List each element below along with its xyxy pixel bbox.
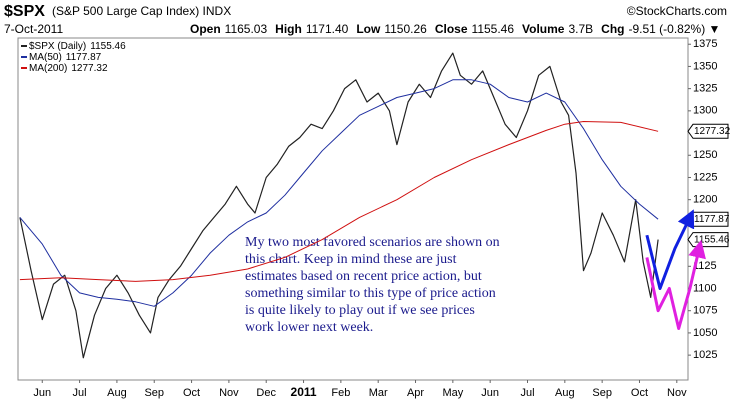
y-tick-label: 1125 bbox=[693, 260, 717, 272]
quote-value: 1155.46 bbox=[472, 22, 515, 36]
quote-value: 1171.40 bbox=[306, 22, 349, 36]
legend-entry: MA(200) 1277.32 bbox=[29, 63, 108, 74]
x-tick-label: Oct bbox=[183, 387, 200, 399]
y-tick-label: 1300 bbox=[693, 105, 717, 117]
value-tag-box bbox=[687, 123, 729, 139]
x-tick-label: Nov bbox=[219, 387, 239, 399]
x-tick-label: Jun bbox=[481, 387, 499, 399]
legend-value: 1277.32 bbox=[71, 63, 108, 74]
annotation-line: is quite likely to play out if we see pr… bbox=[245, 303, 475, 318]
quote-value: -9.51 (-0.82%) ▼ bbox=[629, 22, 721, 36]
legend-value: 1177.87 bbox=[66, 52, 102, 63]
annotation-line: estimates based on recent price action, … bbox=[245, 269, 482, 284]
scenario-line bbox=[645, 209, 695, 290]
x-tick-label: Jun bbox=[33, 387, 51, 399]
legend-entry: $SPX (Daily) 1155.46 bbox=[29, 41, 126, 52]
y-tick-label: 1250 bbox=[693, 149, 717, 161]
series-line bbox=[19, 52, 659, 359]
chart-subtitle: (S&P 500 Large Cap Index) INDX bbox=[52, 4, 231, 18]
quote-value: 1165.03 bbox=[225, 22, 268, 36]
y-tick-label: 1350 bbox=[693, 60, 717, 72]
y-tick-label: 1075 bbox=[693, 305, 717, 317]
quote-label: Close bbox=[435, 22, 468, 36]
annotation-line: something similar to this type of price … bbox=[245, 286, 496, 301]
value-tag: 1155.46 bbox=[687, 232, 730, 248]
quote-label: Open bbox=[190, 22, 221, 36]
y-tick-label: 1100 bbox=[693, 282, 717, 294]
legend-value: 1155.46 bbox=[90, 41, 126, 52]
y-tick-label: 1025 bbox=[693, 349, 717, 361]
legend-entry: MA(50) 1177.87 bbox=[29, 52, 102, 63]
x-tick-label: Aug bbox=[107, 387, 127, 399]
series-line bbox=[19, 121, 659, 282]
annotation: My two most favored scenarios are shown … bbox=[245, 235, 500, 335]
legend-name: MA(50) bbox=[29, 52, 62, 63]
quote-label: Low bbox=[356, 22, 381, 36]
legend-name: MA(200) bbox=[29, 63, 67, 74]
quote: Open 1165.03 High 1171.40 Low 1150.26 Close 115… bbox=[190, 22, 720, 36]
quote-label: High bbox=[275, 22, 302, 36]
x-tick-label: 2011 bbox=[291, 385, 317, 399]
x-tick-label: Feb bbox=[331, 387, 350, 399]
value-tag: 1277.32 bbox=[687, 123, 731, 139]
x-tick-label: Apr bbox=[407, 387, 424, 399]
value-tag-label: 1277.32 bbox=[694, 126, 731, 137]
annotation-line: work lower next week. bbox=[245, 320, 373, 335]
x-tick-label: Nov bbox=[667, 387, 687, 399]
value-tag-label: 1155.46 bbox=[694, 234, 730, 245]
y-tick-label: 1375 bbox=[693, 38, 717, 50]
source: ©StockCharts.com bbox=[627, 4, 727, 18]
y-tick-label: 1325 bbox=[693, 83, 717, 95]
quote-label: Volume bbox=[522, 22, 565, 36]
value-tag: 1177.87 bbox=[687, 211, 730, 227]
plot-frame bbox=[17, 37, 689, 381]
series-line bbox=[19, 79, 659, 307]
chart-title: $SPX bbox=[4, 3, 45, 20]
legend-name: $SPX (Daily) bbox=[29, 41, 86, 52]
x-tick-label: Jul bbox=[520, 387, 534, 399]
y-tick-label: 1050 bbox=[693, 327, 717, 339]
quote-label: Chg bbox=[601, 22, 624, 36]
date: 7-Oct-2011 bbox=[4, 22, 63, 36]
x-tick-label: Dec bbox=[256, 387, 276, 399]
x-tick-label: May bbox=[442, 387, 463, 399]
x-tick-label: Mar bbox=[369, 387, 388, 399]
value-tag-label: 1177.87 bbox=[694, 214, 730, 225]
x-tick-label: Aug bbox=[555, 387, 575, 399]
annotation-line: this chart. Keep in mind these are just bbox=[245, 252, 457, 267]
annotation-line: My two most favored scenarios are shown … bbox=[245, 235, 500, 250]
x-tick-label: Sep bbox=[592, 387, 612, 399]
x-tick-label: Oct bbox=[631, 387, 648, 399]
x-tick-label: Sep bbox=[144, 387, 164, 399]
y-tick-label: 1225 bbox=[693, 171, 717, 183]
quote-value: 3.7B bbox=[568, 22, 593, 36]
quote-value: 1150.26 bbox=[384, 22, 427, 36]
y-tick-label: 1200 bbox=[693, 194, 717, 206]
x-tick-label: Jul bbox=[73, 387, 87, 399]
scenario-line bbox=[645, 239, 706, 330]
